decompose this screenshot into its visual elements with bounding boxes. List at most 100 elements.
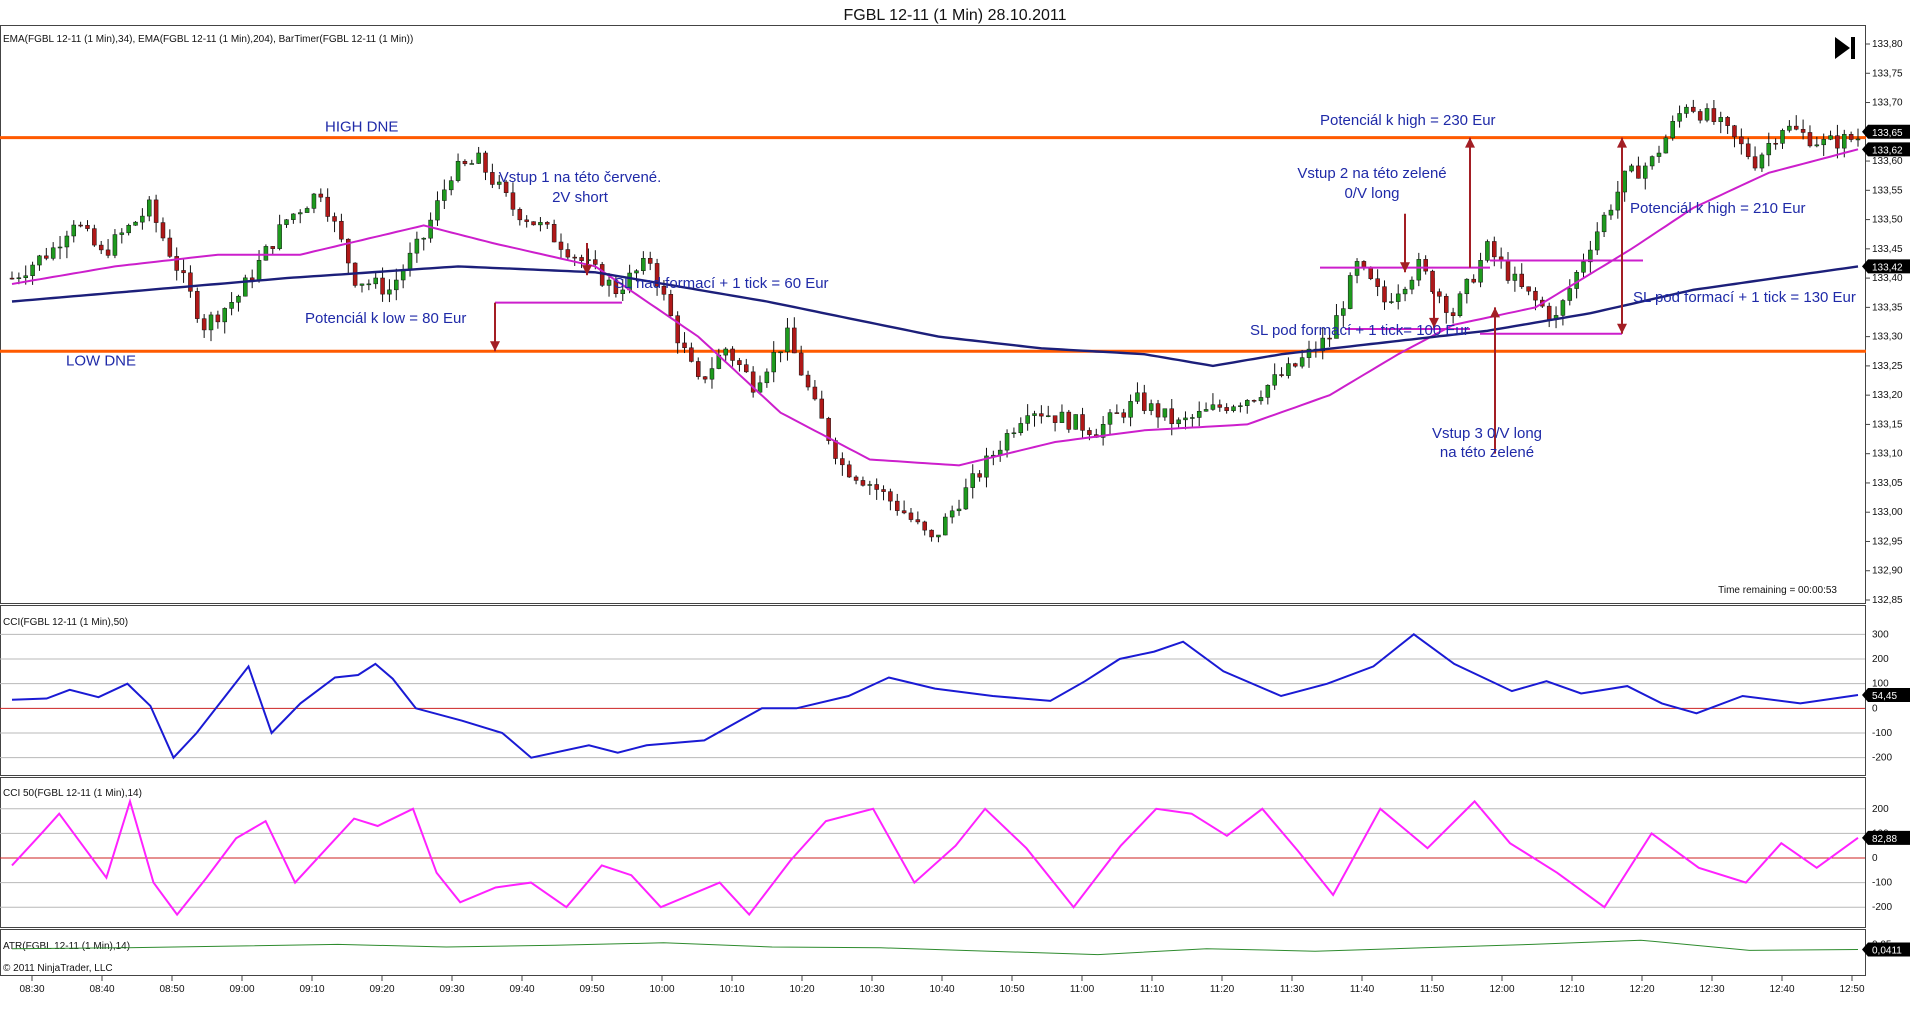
osc-tick-label: -200	[1872, 753, 1892, 764]
candle-up	[1704, 108, 1710, 121]
ema-lines	[11, 148, 1859, 467]
candle-up	[1601, 214, 1607, 233]
candle-down	[1807, 132, 1813, 147]
candle-up	[949, 510, 955, 518]
candle-up	[1100, 424, 1106, 438]
candle-up	[1457, 293, 1463, 316]
cci50-line	[11, 797, 1859, 917]
candle-up	[50, 247, 56, 259]
osc-tick-label: -200	[1872, 902, 1892, 913]
candle-down	[1636, 165, 1641, 179]
price-tick-label: 133,10	[1872, 449, 1903, 460]
candle-up	[297, 212, 303, 215]
candle-up	[1073, 414, 1078, 430]
time-tick-label: 10:50	[999, 984, 1024, 995]
atr-panel: 0,050,04110,0411	[11, 939, 1910, 958]
candle-down	[1745, 143, 1751, 157]
candle-down	[819, 398, 825, 419]
price-tick-label: 133,75	[1872, 68, 1903, 79]
cci-panel: 300 200 100 0 -100 -200 54,45	[0, 629, 1910, 764]
trade-annotation: Vstup 2 na této zelené	[1297, 165, 1446, 182]
price-tick-label: 133,00	[1872, 507, 1903, 518]
cci50-badge	[1862, 830, 1910, 845]
price-tick-label: 133,35	[1872, 302, 1903, 313]
candle-up	[1176, 419, 1181, 425]
candle-up	[119, 232, 125, 235]
price-tick-label: 133,05	[1872, 478, 1903, 489]
candle-up	[284, 219, 289, 225]
candle-up	[1560, 300, 1566, 316]
time-tick-label: 09:20	[369, 984, 394, 995]
candle-up	[1629, 165, 1634, 172]
candle-down	[812, 386, 818, 400]
candle-up	[1670, 121, 1675, 139]
osc-tick-label: 300	[1872, 629, 1889, 640]
candle-up	[496, 181, 502, 185]
candle-up	[1395, 293, 1401, 302]
atr-badge-text: 0,0411	[1872, 946, 1902, 957]
candle-up	[243, 277, 248, 297]
trade-annotation: Vstup 3 0/V long	[1432, 425, 1542, 442]
candle-up	[1334, 315, 1339, 339]
candle-down	[1752, 156, 1758, 169]
candle-down	[730, 348, 735, 361]
candle-down	[1505, 260, 1511, 281]
candle-up	[1649, 156, 1655, 167]
candle-up	[1855, 138, 1861, 141]
candle-down	[510, 192, 516, 210]
time-tick-label: 11:00	[1070, 984, 1095, 995]
candlestick-series	[9, 99, 1861, 543]
candle-up	[1306, 348, 1312, 358]
candle-down	[174, 256, 179, 271]
candle-down	[153, 199, 159, 223]
candle-up	[1238, 405, 1243, 407]
potential-low-arrow-head	[490, 341, 500, 352]
candle-down	[380, 277, 385, 295]
candle-down	[78, 224, 83, 227]
price-panel-frame	[0, 25, 1866, 604]
trade-annotation: Potenciál k high = 210 Eur	[1630, 200, 1806, 217]
candle-up	[1608, 209, 1614, 216]
potential-high2-arrow-head	[1617, 137, 1627, 148]
skip-to-end-icon[interactable]	[1835, 37, 1855, 59]
candle-up	[620, 289, 626, 294]
time-tick-label: 12:40	[1769, 984, 1794, 995]
osc-tick-label: 200	[1872, 804, 1889, 815]
candle-down	[1217, 404, 1223, 408]
candle-up	[1478, 260, 1483, 283]
candle-up	[1135, 392, 1140, 402]
candle-up	[1814, 144, 1820, 147]
candle-down	[572, 256, 577, 259]
candle-up	[1004, 433, 1010, 451]
osc-tick-label: -100	[1872, 728, 1892, 739]
candle-down	[201, 318, 207, 331]
candle-up	[469, 163, 475, 165]
trade-annotation: Potenciál k high = 230 Eur	[1320, 112, 1496, 129]
candle-up	[1011, 432, 1017, 435]
candle-down	[846, 464, 852, 478]
cci50-label: CCI 50(FGBL 12-11 (1 Min),14)	[3, 788, 142, 799]
time-tick-label: 09:30	[439, 984, 464, 995]
candle-down	[1835, 135, 1840, 149]
candle-up	[30, 264, 35, 277]
candle-up	[1299, 357, 1305, 367]
candle-down	[1169, 408, 1175, 425]
entry3-arrow-head	[1490, 307, 1500, 318]
candle-up	[757, 382, 763, 393]
time-axis: 08:30 08:40 08:50 09:00 09:10 09:20 09:30 09:40…	[19, 976, 1865, 995]
candle-down	[1739, 136, 1744, 145]
candle-up	[943, 516, 948, 536]
price-tick-label: 133,55	[1872, 185, 1903, 196]
time-tick-label: 12:00	[1489, 984, 1514, 995]
candle-up	[771, 352, 776, 373]
candle-down	[1793, 125, 1799, 130]
candle-down	[325, 196, 330, 217]
candle-up	[1107, 412, 1113, 425]
price-badge	[1862, 142, 1910, 157]
candle-up	[963, 487, 969, 510]
candle-down	[1492, 241, 1497, 258]
candle-down	[805, 374, 811, 388]
